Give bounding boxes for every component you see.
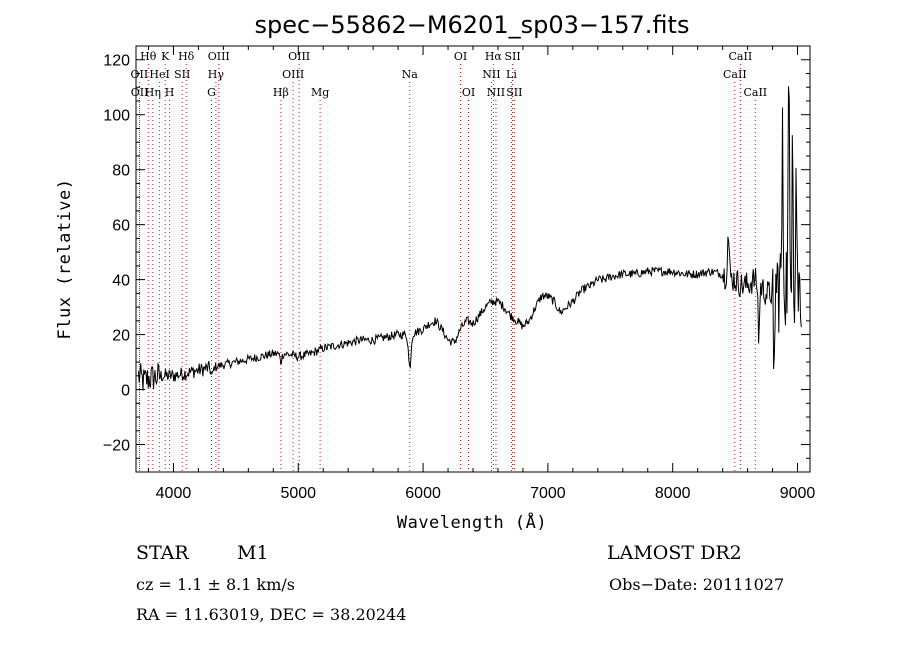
line-marker-label: OII [131,86,149,99]
line-marker-label: OIII [208,50,230,63]
line-marker-label: H [165,86,175,99]
y-tick-label: −20 [103,438,130,455]
spectrum [138,86,802,391]
x-tick-label: 5000 [280,485,316,502]
line-marker-label: Hδ [178,50,195,63]
line-marker-label: CaII [723,68,747,81]
line-marker-label: CaII [743,86,767,99]
line-marker-label: SII [504,50,520,63]
line-marker-label: SII [174,68,190,81]
y-tick-label: 20 [112,328,130,345]
line-marker-label: NII [487,86,505,99]
redshift-label: cz = 1.1 ± 8.1 km/s [136,575,295,594]
y-tick-label: 0 [121,383,130,400]
line-marker-label: Hα [485,50,503,63]
line-marker-label: OIII [288,50,310,63]
obs-date-label: Obs−Date: 20111027 [609,575,785,594]
x-tick-label: 7000 [530,485,566,502]
y-tick-label: 120 [103,53,130,70]
y-axis-label: Flux (relative) [55,178,75,339]
line-marker-label: OI [454,50,467,63]
line-marker-label: OII [131,68,149,81]
line-marker-label: Hγ [208,68,225,81]
line-marker-label: G [207,86,216,99]
line-marker-label: Hη [145,86,161,99]
x-tick-label: 4000 [156,485,192,502]
line-marker-label: OIII [282,68,304,81]
line-marker-label: NII [482,68,500,81]
y-tick-label: 100 [103,108,130,125]
survey-label: LAMOST DR2 [607,542,742,564]
line-marker-label: HeI [149,68,169,81]
object-class: STAR [136,542,189,564]
y-tick-label: 80 [112,163,130,180]
x-tick-label: 6000 [405,485,441,502]
x-tick-label: 9000 [780,485,816,502]
line-marker-label: Li [506,68,517,81]
y-tick-label: 40 [112,273,130,290]
line-marker-label: SII [506,86,522,99]
x-axis-label: Wavelength (Å) [397,511,547,533]
object-subclass: M1 [237,542,269,564]
y-tick-label: 60 [112,218,130,235]
coordinates-label: RA = 11.63019, DEC = 38.20244 [136,605,407,624]
chart-title: spec−55862−M6201_sp03−157.fits [255,11,690,39]
line-marker-label: Hβ [273,86,289,99]
line-marker-label: CaII [729,50,753,63]
line-marker-label: Na [402,68,419,81]
line-marker-label: OI [462,86,475,99]
line-marker-label: Hθ [140,50,157,63]
x-axis: 4000 5000 6000 7000 8000 9000 [147,46,816,502]
line-marker-label: K [161,50,170,63]
y-axis: −20 0 20 40 60 80 100 120 [103,53,810,459]
spectrum-line [138,86,802,391]
line-marker-label: Mg [311,86,329,99]
x-tick-label: 8000 [655,485,691,502]
plot-frame [135,45,811,473]
